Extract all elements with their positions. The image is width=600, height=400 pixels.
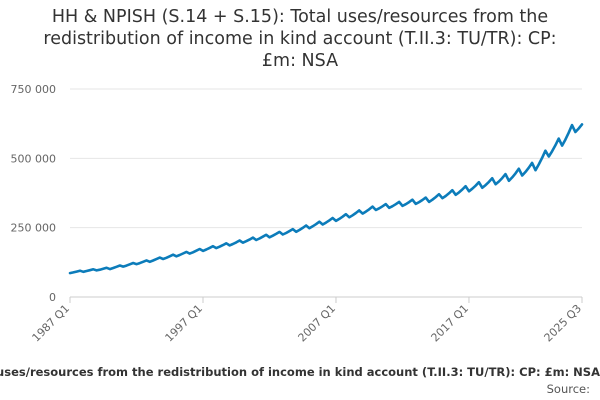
y-tick-label: 750 000 xyxy=(11,83,57,96)
x-axis: 1987 Q1 1997 Q1 2007 Q1 2017 Q1 2025 Q3 xyxy=(30,297,585,345)
series-line xyxy=(68,123,584,275)
chart-title-line-1: HH & NPISH (S.14 + S.15): Total uses/res… xyxy=(51,7,549,27)
y-tick-label: 250 000 xyxy=(11,222,57,235)
y-tick-label: 0 xyxy=(49,291,56,304)
x-tick-label: 2017 Q1 xyxy=(429,302,472,345)
y-axis: 0 250 000 500 000 750 000 xyxy=(11,83,57,304)
series-caption: HH & NPISH (S.14 + S.15): Total uses/res… xyxy=(0,365,600,381)
source-label: Source: xyxy=(546,382,590,396)
x-tick-label: 2007 Q1 xyxy=(296,302,339,345)
gridlines xyxy=(70,88,582,298)
series-caption-text: HH & NPISH (S.14 + S.15): Total uses/res… xyxy=(0,365,600,379)
chart-title-line-2: redistribution of income in kind account… xyxy=(43,29,557,49)
x-tick-label: 2025 Q3 xyxy=(542,302,585,345)
x-tick-label: 1997 Q1 xyxy=(163,302,206,345)
chart-title: HH & NPISH (S.14 + S.15): Total uses/res… xyxy=(0,6,600,72)
x-tick-label: 1987 Q1 xyxy=(30,302,73,345)
chart-title-line-3: £m: NSA xyxy=(261,51,339,71)
y-tick-label: 500 000 xyxy=(11,152,57,165)
series xyxy=(68,123,584,275)
